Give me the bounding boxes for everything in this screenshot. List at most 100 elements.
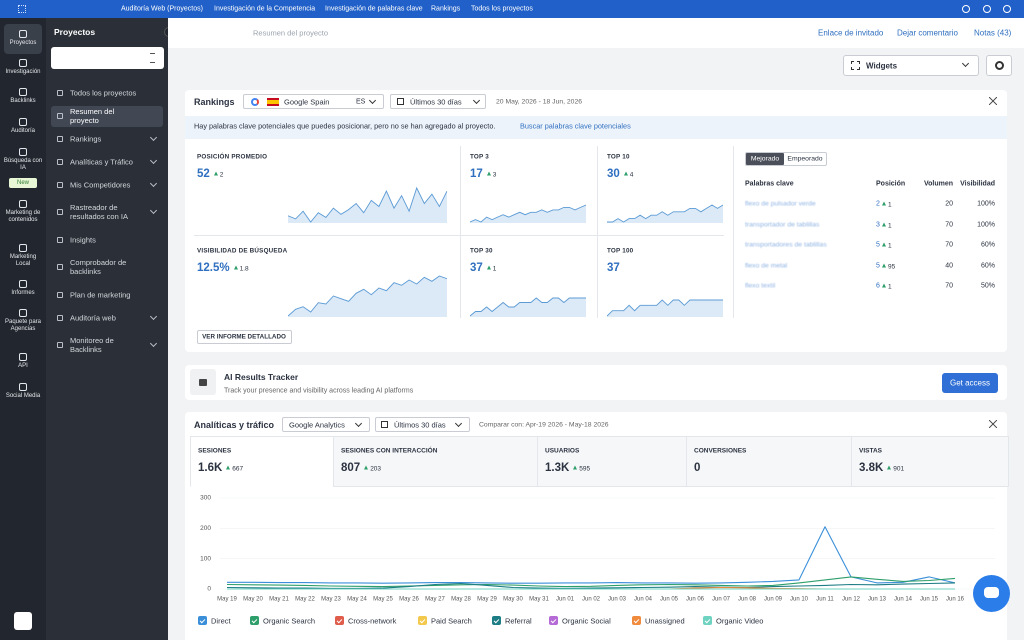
- nav-label[interactable]: Investigación: [5, 69, 41, 75]
- nav-label[interactable]: Paquete para Agencias: [4, 319, 42, 332]
- top-icon[interactable]: [983, 5, 991, 13]
- engine-select[interactable]: [243, 94, 384, 109]
- legend-checkbox[interactable]: [335, 616, 344, 625]
- delta: 2: [214, 171, 224, 178]
- menu-item[interactable]: Plan de marketing: [70, 290, 131, 300]
- nav-icon[interactable]: [19, 148, 27, 156]
- tab[interactable]: Empeorado: [787, 155, 823, 163]
- top-icon[interactable]: [962, 5, 970, 13]
- menu-item[interactable]: Rastreador de resultados con IA: [70, 203, 128, 221]
- metric-tab[interactable]: [333, 436, 543, 487]
- get-access-button[interactable]: [942, 373, 998, 393]
- nav-icon[interactable]: [19, 244, 27, 252]
- menu-item[interactable]: Rankings: [70, 134, 102, 144]
- legend-label[interactable]: Organic Video: [716, 616, 764, 626]
- column-header: Palabras clave: [745, 180, 794, 188]
- tab-active[interactable]: [746, 153, 784, 165]
- legend-label[interactable]: Direct: [211, 616, 231, 626]
- nav-icon[interactable]: [19, 200, 27, 208]
- period-label: Últimos 30 días: [394, 420, 446, 429]
- close-button[interactable]: [989, 97, 997, 105]
- source-select[interactable]: [282, 417, 370, 432]
- metric-label: TOP 10: [607, 153, 630, 161]
- menu-item[interactable]: Auditoría web: [70, 313, 116, 323]
- legend-checkbox[interactable]: [250, 616, 259, 625]
- menu-item[interactable]: Monitoreo de Backlinks: [70, 336, 114, 354]
- tab[interactable]: Mejorado: [750, 155, 780, 163]
- nav-label[interactable]: Backlinks: [10, 98, 36, 104]
- top-link[interactable]: Rankings: [431, 5, 461, 13]
- nav-icon[interactable]: [19, 353, 27, 361]
- nav-label[interactable]: API: [18, 363, 28, 369]
- nav-icon[interactable]: [19, 59, 27, 67]
- header-link[interactable]: Notas (43): [974, 28, 1012, 38]
- chevron: [474, 98, 480, 104]
- menu-item[interactable]: Insights: [70, 235, 96, 245]
- metric-label: SESIONES CON INTERACCIÓN: [341, 447, 438, 455]
- nav-icon[interactable]: [19, 309, 27, 317]
- legend-checkbox[interactable]: [492, 616, 501, 625]
- period-select[interactable]: [390, 94, 486, 109]
- keyword[interactable]: flexo textil: [745, 282, 776, 290]
- widgets-select[interactable]: [843, 55, 979, 76]
- nav-label[interactable]: Búsqueda con IA: [3, 158, 43, 171]
- legend-checkbox[interactable]: [632, 616, 641, 625]
- legend-label[interactable]: Paid Search: [431, 616, 472, 626]
- legend-label[interactable]: Organic Social: [562, 616, 611, 626]
- legend-label[interactable]: Organic Search: [263, 616, 316, 626]
- nav-icon[interactable]: [19, 383, 27, 391]
- nav-label[interactable]: Informes: [11, 290, 35, 296]
- nav-icon[interactable]: [19, 118, 27, 126]
- notice-link[interactable]: Buscar palabras clave potenciales: [520, 121, 631, 131]
- metric-tab[interactable]: [851, 436, 1009, 487]
- top-icon[interactable]: [1003, 5, 1011, 13]
- nav-label[interactable]: Marketing de contenidos: [5, 210, 41, 223]
- top-link[interactable]: Investigación de palabras clave: [325, 5, 423, 13]
- legend-checkbox[interactable]: [703, 616, 712, 625]
- project-select[interactable]: [51, 47, 164, 69]
- breadcrumb[interactable]: Resumen del proyecto: [253, 28, 329, 38]
- nav-label[interactable]: Social Media: [5, 393, 41, 399]
- delta: 667: [226, 465, 243, 472]
- nav-label[interactable]: Proyectos: [9, 40, 37, 46]
- x-tick-label: Jun 15: [920, 597, 939, 603]
- legend-label[interactable]: Referral: [505, 616, 532, 626]
- x-tick-label: May 27: [425, 597, 445, 603]
- menu-item[interactable]: Todos los proyectos: [70, 88, 137, 98]
- nav-label[interactable]: Marketing Local: [9, 254, 37, 267]
- nav-icon[interactable]: [19, 88, 27, 96]
- header-link[interactable]: Enlace de invitado: [818, 28, 884, 38]
- header-link[interactable]: Dejar comentario: [897, 28, 958, 38]
- delta: 1: [487, 265, 497, 272]
- keyword[interactable]: transportador de tablillas: [745, 221, 820, 229]
- x-tick-label: May 22: [295, 597, 315, 603]
- visibility: 50%: [980, 282, 995, 290]
- keyword[interactable]: flexo de metal: [745, 262, 788, 270]
- legend-checkbox[interactable]: [418, 616, 427, 625]
- menu-item[interactable]: Comprobador de backlinks: [70, 258, 127, 276]
- legend-label[interactable]: Cross-network: [348, 616, 397, 626]
- nav-icon[interactable]: [19, 30, 27, 38]
- legend-label[interactable]: Unassigned: [645, 616, 685, 626]
- position: 5: [876, 241, 880, 249]
- legend-checkbox[interactable]: [198, 616, 207, 625]
- keyword[interactable]: transportadores de tablillas: [745, 241, 827, 249]
- close-button[interactable]: [989, 420, 997, 428]
- top-link[interactable]: Auditoría Web (Proyectos): [121, 5, 203, 13]
- keyword[interactable]: flexo de pulsador verde: [745, 200, 816, 208]
- top-link[interactable]: Todos los proyectos: [471, 5, 533, 13]
- nav-label[interactable]: Auditoría: [10, 128, 35, 134]
- metric-tab[interactable]: [537, 436, 692, 487]
- nav-icon[interactable]: [19, 280, 27, 288]
- metric-tab[interactable]: [686, 436, 857, 487]
- legend-checkbox[interactable]: [549, 616, 558, 625]
- top-link[interactable]: Investigación de la Competencia: [214, 5, 316, 13]
- menu-item[interactable]: Resumen del proyecto: [70, 107, 115, 125]
- period-select[interactable]: [375, 417, 470, 432]
- delta: 595: [573, 465, 590, 472]
- user-avatar[interactable]: [14, 612, 32, 630]
- report-button[interactable]: [197, 330, 292, 344]
- menu-item[interactable]: Mis Competidores: [70, 180, 131, 190]
- menu-item[interactable]: Analíticas y Tráfico: [70, 157, 133, 167]
- metric-tab[interactable]: [190, 436, 337, 487]
